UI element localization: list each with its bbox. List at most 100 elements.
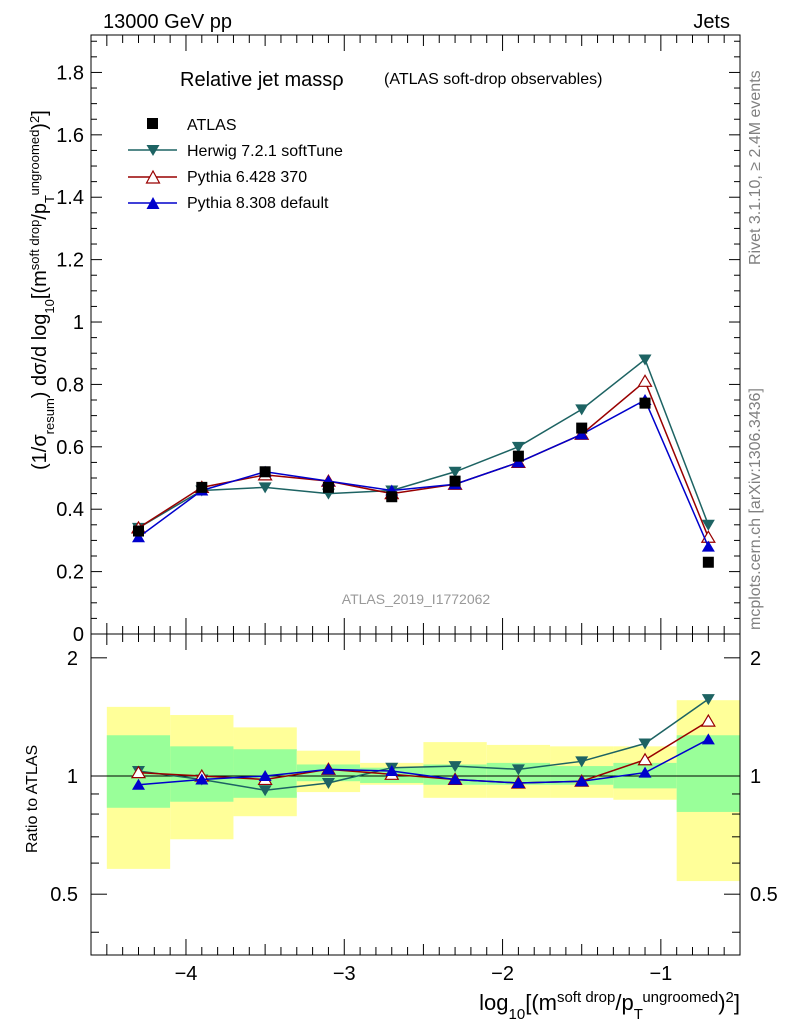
ratio-line-herwig-7-2-1-softtune <box>138 698 709 791</box>
main-point-atlas-5 <box>449 475 461 487</box>
ratio-point-herwig-7-2-1-softtune-5 <box>448 761 462 773</box>
main-y-tick-label: 1 <box>73 312 84 334</box>
main-y-tick-label: 0.4 <box>56 499 84 521</box>
ratio-y-tick-label-left: 0.5 <box>50 884 78 906</box>
ratio-point-pythia-8-308-default-9 <box>701 733 715 745</box>
main-y-tick-label: 1.2 <box>56 250 84 272</box>
legend-marker-pythia8 <box>146 197 160 209</box>
main-point-herwig-7-2-1-softtune-7 <box>575 404 589 416</box>
main-point-herwig-7-2-1-softtune-2 <box>258 482 272 494</box>
main-y-axis-label: (1/σresum) dσ/d log10[(msoft drop/pTungr… <box>27 110 57 470</box>
main-point-atlas-6 <box>512 450 524 462</box>
ratio-point-pythia-8-308-default-4 <box>385 764 399 776</box>
main-point-atlas-0 <box>132 525 144 537</box>
main-marks <box>130 354 716 568</box>
ratio-band-inner-9 <box>676 735 740 812</box>
main-y-tick-label: 0.2 <box>56 562 84 584</box>
ratio-y-tick-label-left: 1 <box>67 766 78 788</box>
main-point-atlas-9 <box>702 556 714 568</box>
main-point-herwig-7-2-1-softtune-5 <box>448 466 462 478</box>
ratio-y-tick-label-right: 0.5 <box>750 884 778 906</box>
main-point-herwig-7-2-1-softtune-8 <box>638 354 652 366</box>
main-y-tick-label: 0.6 <box>56 437 84 459</box>
legend: ATLAS Herwig 7.2.1 softTune Pythia 6.428… <box>128 117 343 212</box>
ratio-point-herwig-7-2-1-softtune-9 <box>701 694 715 706</box>
main-line-pythia-8-308-default <box>138 398 710 547</box>
legend-marker-atlas <box>147 118 158 129</box>
ratio-point-herwig-7-2-1-softtune-2 <box>258 785 272 797</box>
main-point-atlas-4 <box>386 491 398 503</box>
main-point-atlas-7 <box>576 422 588 434</box>
legend-label-atlas: ATLAS <box>187 117 237 134</box>
ratio-point-pythia-8-308-default-7 <box>575 775 589 787</box>
ratio-point-pythia-8-308-default-6 <box>511 776 525 788</box>
ratio-point-pythia-8-308-default-1 <box>195 773 209 785</box>
header-right: Jets <box>693 11 730 33</box>
main-panel: 0 0.2 0.4 0.6 0.8 1 1.2 1.4 1.6 1.8 Relative jet … <box>27 34 741 646</box>
chart-title: Relative jet massρ <box>180 69 344 91</box>
legend-item-atlas: ATLAS <box>147 117 237 134</box>
ratio-point-herwig-7-2-1-softtune-7 <box>575 756 589 768</box>
ratio-point-pythia-8-308-default-3 <box>321 763 335 775</box>
ratio-point-pythia-6-428-370-8 <box>637 752 653 766</box>
legend-label-pythia6: Pythia 6.428 370 <box>187 169 307 186</box>
x-axis-label: log10[(msoft drop/pTungroomed)2] <box>479 989 740 1023</box>
main-x-axis <box>90 35 741 634</box>
analysis-watermark: ATLAS_2019_I1772062 <box>342 591 491 607</box>
chart-subtitle: (ATLAS soft-drop observables) <box>384 71 602 88</box>
ratio-panel: 0.5 0.5 1 1 2 2 −4 −3 −2 −1 Ratio to ATLAS log10… <box>24 633 778 1023</box>
main-y-tick-label: 1.6 <box>56 125 84 147</box>
ratio-x-tick-label: −2 <box>491 963 514 985</box>
ratio-point-herwig-7-2-1-softtune-3 <box>321 777 335 789</box>
ratio-point-herwig-7-2-1-softtune-8 <box>638 738 652 750</box>
ratio-x-axis: −4 −3 −2 −1 <box>90 634 741 985</box>
ratio-point-pythia-8-308-default-2 <box>258 770 272 782</box>
legend-item-pythia6: Pythia 6.428 370 <box>128 169 307 186</box>
main-y-tick-label: 1.4 <box>56 187 84 209</box>
main-y-tick-label: 0 <box>73 624 84 646</box>
main-point-pythia-6-428-370-8 <box>637 374 653 387</box>
main-y-tick-label: 0.8 <box>56 374 84 396</box>
main-point-atlas-1 <box>196 481 208 493</box>
main-line-pythia-6-428-370 <box>138 380 710 538</box>
legend-item-pythia8: Pythia 8.308 default <box>128 195 329 212</box>
legend-marker-herwig <box>146 145 160 156</box>
legend-item-herwig: Herwig 7.2.1 softTune <box>128 143 343 160</box>
ratio-line-pythia-8-308-default <box>138 738 709 786</box>
main-point-herwig-7-2-1-softtune-9 <box>701 519 715 531</box>
ratio-frame <box>90 633 741 956</box>
legend-label-herwig: Herwig 7.2.1 softTune <box>187 143 343 160</box>
header-left: 13000 GeV pp <box>103 11 232 33</box>
ratio-x-tick-label: −4 <box>175 963 198 985</box>
ratio-point-pythia-6-428-370-9 <box>700 713 716 727</box>
main-y-tick-label: 1.8 <box>56 62 84 84</box>
ratio-y-axis: 0.5 0.5 1 1 2 2 <box>50 648 778 933</box>
legend-marker-pythia6 <box>145 169 161 184</box>
main-line-herwig-7-2-1-softtune <box>138 358 710 529</box>
ratio-point-pythia-8-308-default-5 <box>448 773 462 785</box>
mcplots-label: mcplots.cern.ch [arXiv:1306.3436] <box>747 388 764 630</box>
ratio-uncertainty-bands <box>106 700 740 882</box>
ratio-y-axis-label: Ratio to ATLAS <box>24 745 41 853</box>
main-point-pythia-8-308-default-7 <box>575 428 589 440</box>
main-y-axis: 0 0.2 0.4 0.6 0.8 1 1.2 1.4 1.6 1.8 <box>56 40 740 646</box>
ratio-point-pythia-6-428-370-0 <box>130 765 147 779</box>
main-point-atlas-3 <box>322 481 334 493</box>
rivet-label: Rivet 3.1.10, ≥ 2.4M events <box>747 70 764 265</box>
ratio-point-pythia-8-308-default-0 <box>131 778 145 790</box>
ratio-y-tick-label-right: 2 <box>750 648 761 670</box>
ratio-y-tick-label-right: 1 <box>750 766 761 788</box>
main-point-pythia-8-308-default-6 <box>511 456 525 468</box>
main-point-atlas-2 <box>259 466 271 478</box>
ratio-x-tick-label: −1 <box>649 963 672 985</box>
ratio-marks <box>130 694 716 797</box>
legend-label-pythia8: Pythia 8.308 default <box>187 195 329 212</box>
ratio-point-herwig-7-2-1-softtune-6 <box>511 764 525 776</box>
main-point-pythia-8-308-default-0 <box>131 531 145 543</box>
ratio-x-tick-label: −3 <box>333 963 356 985</box>
main-point-atlas-8 <box>639 397 651 409</box>
ratio-y-tick-label-left: 2 <box>67 648 78 670</box>
ratio-point-pythia-8-308-default-8 <box>638 766 652 778</box>
main-point-herwig-7-2-1-softtune-6 <box>511 441 525 453</box>
